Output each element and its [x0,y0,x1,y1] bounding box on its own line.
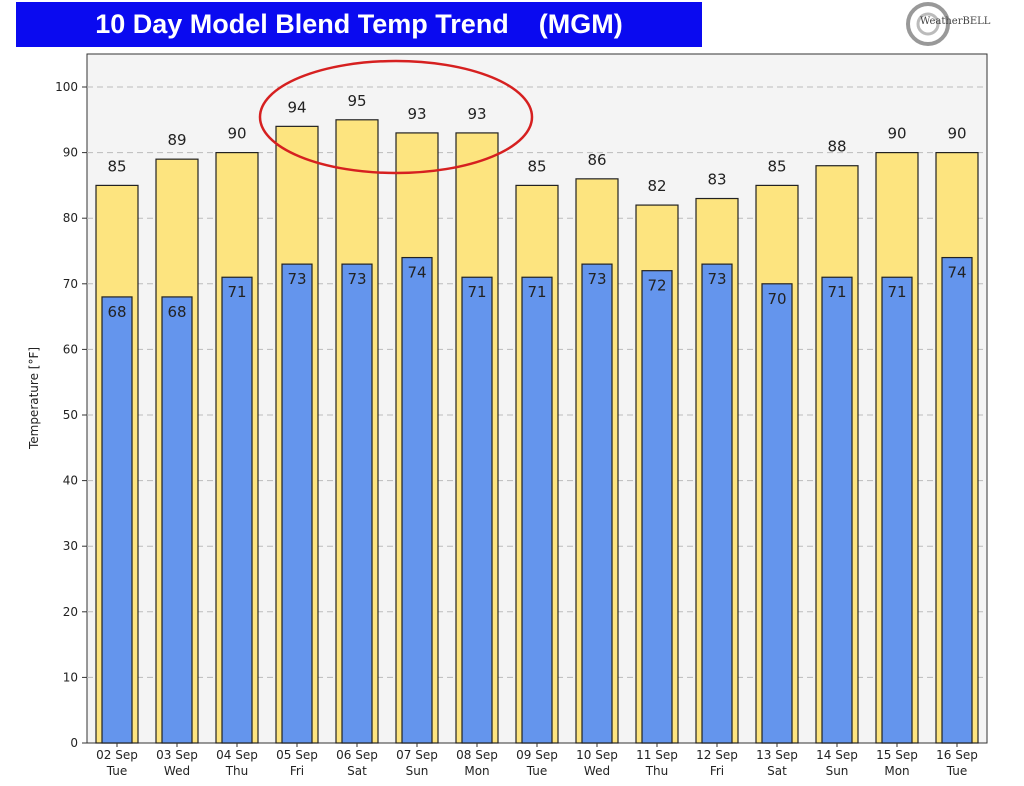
x-tick-label-day: Mon [464,764,489,778]
low-bar [341,263,373,744]
high-value-label: 95 [347,92,366,110]
high-value-label: 93 [407,105,426,123]
y-tick-label: 0 [70,736,78,750]
y-tick-label: 50 [63,408,78,422]
x-tick-label-date: 15 Sep [876,748,918,762]
y-tick-label: 80 [63,211,78,225]
x-tick-label-date: 12 Sep [696,748,738,762]
y-tick-label: 30 [63,539,78,553]
low-value-label: 73 [287,270,306,288]
x-tick-label-day: Sun [826,764,849,778]
y-tick-label: 20 [63,605,78,619]
low-bar [101,296,133,744]
x-tick-label-date: 04 Sep [216,748,258,762]
x-tick-label-day: Wed [164,764,190,778]
low-value-label: 68 [167,303,186,321]
high-value-label: 85 [107,157,126,175]
low-value-label: 70 [767,290,786,308]
x-tick-label-day: Sun [406,764,429,778]
high-value-label: 83 [707,171,726,189]
low-value-label: 73 [347,270,366,288]
x-tick-label-day: Sat [347,764,367,778]
low-bar [221,276,253,744]
high-value-label: 86 [587,151,606,169]
high-value-label: 90 [887,125,906,143]
x-tick-label-date: 02 Sep [96,748,138,762]
y-tick-label: 40 [63,474,78,488]
x-tick-label-day: Fri [710,764,724,778]
x-tick-label-day: Mon [884,764,909,778]
low-bar [821,276,853,744]
low-bar [401,256,433,744]
weatherbell-logo [906,2,950,46]
x-tick-label-day: Tue [946,764,968,778]
high-value-label: 82 [647,177,666,195]
y-axis-label: Temperature [°F] [27,347,41,450]
x-tick-label-date: 13 Sep [756,748,798,762]
x-tick-label-date: 05 Sep [276,748,318,762]
low-value-label: 71 [467,283,486,301]
low-value-label: 73 [587,270,606,288]
y-tick-label: 60 [63,342,78,356]
low-bar [581,263,613,744]
x-tick-label-date: 06 Sep [336,748,378,762]
y-tick-label: 10 [63,670,78,684]
low-value-label: 74 [407,264,426,282]
low-value-label: 71 [527,283,546,301]
logo-text: WeatherBELL [920,16,991,27]
high-value-label: 85 [767,157,786,175]
low-bar [701,263,733,744]
x-tick-label-day: Wed [584,764,610,778]
x-tick-label-day: Thu [225,764,249,778]
x-tick-label-day: Fri [290,764,304,778]
high-value-label: 90 [947,125,966,143]
x-tick-label-day: Sat [767,764,787,778]
x-tick-label-day: Tue [526,764,548,778]
low-bar [461,276,493,744]
high-value-label: 90 [227,125,246,143]
high-value-label: 89 [167,131,186,149]
low-value-label: 68 [107,303,126,321]
low-bar [161,296,193,744]
x-tick-label-date: 10 Sep [576,748,618,762]
x-tick-label-date: 03 Sep [156,748,198,762]
low-bar [521,276,553,744]
low-bar [941,256,973,744]
x-tick-label-day: Tue [106,764,128,778]
x-tick-label-date: 11 Sep [636,748,678,762]
y-tick-label: 100 [55,80,78,94]
low-bar [281,263,313,744]
low-bar [881,276,913,744]
x-tick-label-date: 07 Sep [396,748,438,762]
low-value-label: 71 [227,283,246,301]
low-value-label: 74 [947,264,966,282]
x-tick-label-date: 08 Sep [456,748,498,762]
y-tick-label: 90 [63,146,78,160]
chart-title-banner: 10 Day Model Blend Temp Trend (MGM) [16,2,702,47]
low-value-label: 72 [647,277,666,295]
x-tick-label-date: 14 Sep [816,748,858,762]
high-value-label: 85 [527,157,546,175]
low-value-label: 71 [827,283,846,301]
x-tick-label-day: Thu [645,764,669,778]
low-bar [641,270,673,744]
highlight-ellipse [258,59,534,175]
high-value-label: 93 [467,105,486,123]
x-tick-label-date: 16 Sep [936,748,978,762]
low-bar [761,283,793,744]
low-value-label: 73 [707,270,726,288]
x-tick-label-date: 09 Sep [516,748,558,762]
low-value-label: 71 [887,283,906,301]
high-value-label: 88 [827,138,846,156]
y-tick-label: 70 [63,277,78,291]
high-value-label: 94 [287,98,306,116]
